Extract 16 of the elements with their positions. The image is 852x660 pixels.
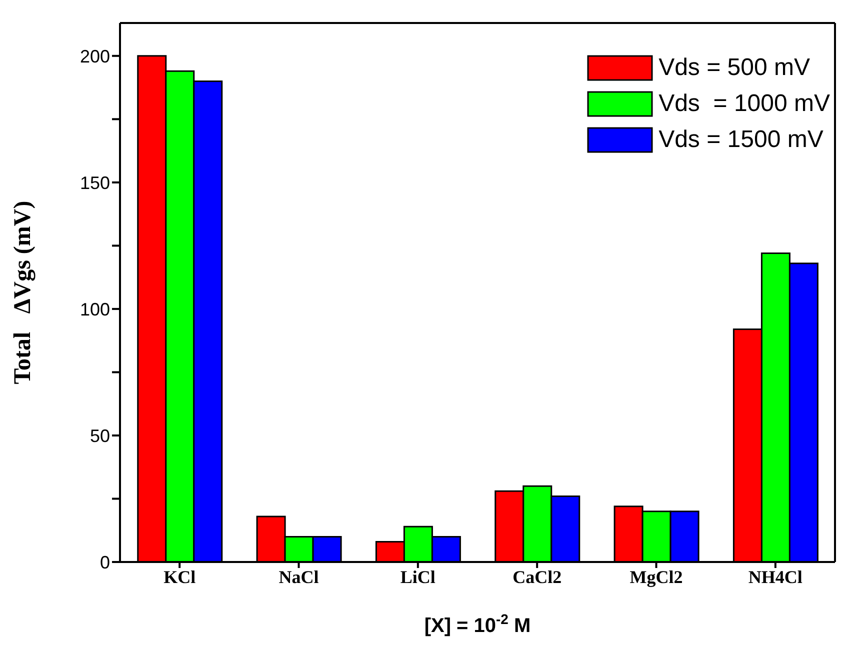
y-tick-label: 200: [80, 46, 110, 66]
legend-label: Vds = 1500 mV: [658, 126, 824, 154]
y-axis-title: Total ΔVgs (mV): [10, 200, 36, 384]
x-tick-label: LiCl: [400, 566, 436, 587]
x-tick-label: MgCl2: [630, 566, 683, 587]
y-tick-label: 100: [80, 299, 110, 320]
legend-label: Vds = 500 mV: [658, 54, 810, 82]
y-tick-label: 150: [80, 172, 110, 193]
x-axis-title: [X] = 10$^{-2}$ M: [424, 611, 531, 637]
x-tick-label: KCl: [164, 566, 196, 587]
legend-label: Vds = 1000 mV: [658, 90, 830, 118]
x-tick-label: NH4Cl: [748, 566, 802, 587]
y-tick-label: 0: [100, 552, 110, 572]
x-tick-label: CaCl2: [512, 566, 562, 587]
y-tick-label: 50: [90, 426, 110, 446]
x-tick-label: NaCl: [278, 566, 319, 587]
